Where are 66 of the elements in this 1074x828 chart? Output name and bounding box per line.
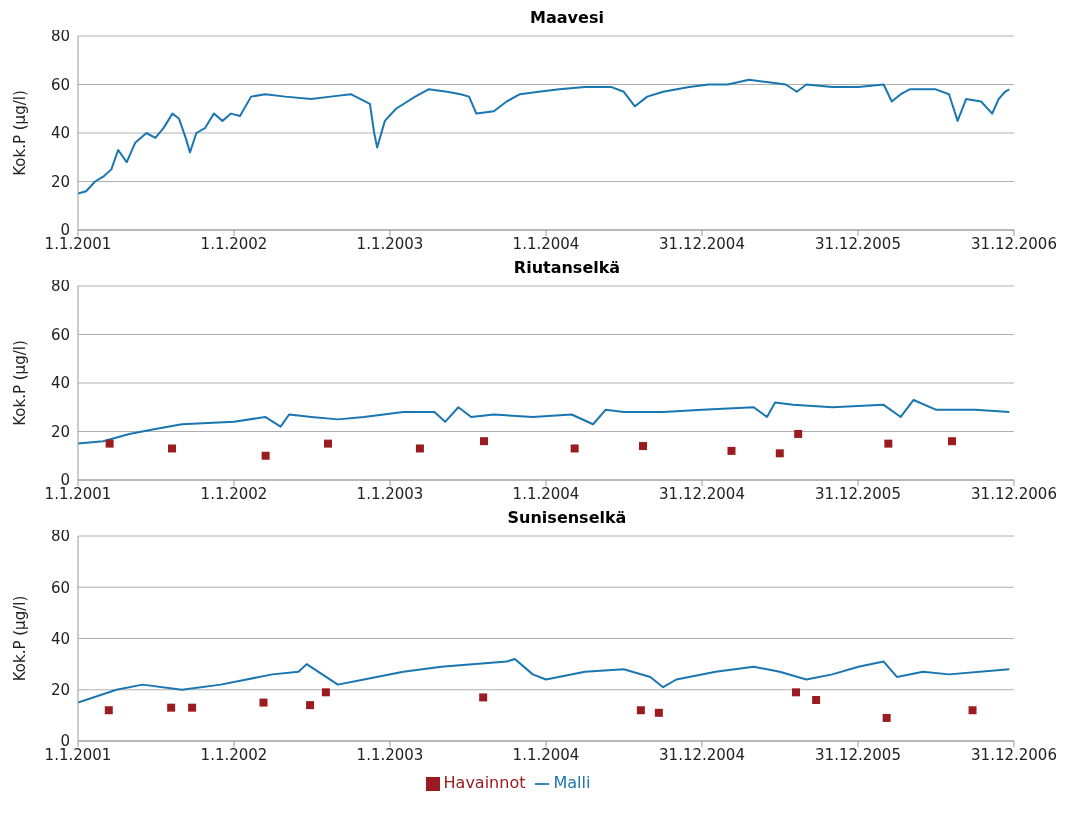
line-series xyxy=(78,658,1011,704)
point xyxy=(104,706,113,715)
x-tick-label: 31.12.2004 xyxy=(659,484,745,503)
x-tick-label: 31.12.2005 xyxy=(815,484,901,503)
point xyxy=(261,451,270,460)
y-tick-label: 80 xyxy=(50,277,70,296)
point xyxy=(415,444,424,453)
x-tick-label: 1.1.2003 xyxy=(356,745,424,764)
point xyxy=(639,442,648,451)
line-series xyxy=(78,78,1011,195)
y-tick-label: 40 xyxy=(50,124,70,143)
y-axis-title: Kok.P (µg/l) xyxy=(11,90,30,176)
y-tick-label: 60 xyxy=(50,325,70,344)
y-tick-label: 40 xyxy=(50,374,70,393)
x-tick-label: 31.12.2006 xyxy=(971,745,1057,764)
point xyxy=(306,701,315,710)
point xyxy=(188,703,197,712)
x-tick-label: 1.1.2004 xyxy=(512,484,580,503)
x-tick-label: 31.12.2004 xyxy=(659,234,745,253)
chart-title: Maavesi xyxy=(530,8,604,27)
x-tick-label: 1.1.2002 xyxy=(200,234,268,253)
y-tick-label: 80 xyxy=(50,27,70,46)
x-tick-label: 1.1.2002 xyxy=(200,745,268,764)
y-tick-label: 60 xyxy=(50,75,70,94)
point xyxy=(882,713,891,722)
point xyxy=(480,437,489,446)
x-tick-label: 1.1.2004 xyxy=(512,234,580,253)
point xyxy=(105,439,114,448)
point xyxy=(792,688,801,697)
x-tick-label: 1.1.2004 xyxy=(512,745,580,764)
point xyxy=(636,706,645,715)
chart-title: Sunisenselkä xyxy=(507,508,627,527)
point xyxy=(167,703,176,712)
point xyxy=(259,698,268,707)
y-tick-label: 40 xyxy=(50,629,70,648)
point xyxy=(570,444,579,453)
legend-label: Malli xyxy=(553,773,591,792)
point xyxy=(948,437,957,446)
y-axis-title: Kok.P (µg/l) xyxy=(11,595,30,682)
point xyxy=(168,444,177,453)
y-tick-label: 80 xyxy=(50,527,70,546)
x-tick-label: 31.12.2005 xyxy=(815,745,901,764)
point xyxy=(884,439,893,448)
y-tick-label: 60 xyxy=(50,578,70,597)
point xyxy=(812,696,821,704)
point xyxy=(775,449,784,458)
x-tick-label: 1.1.2002 xyxy=(200,484,268,503)
y-tick-label: 20 xyxy=(50,681,70,700)
x-tick-label: 31.12.2004 xyxy=(659,745,745,764)
x-tick-label: 1.1.2003 xyxy=(356,234,424,253)
x-tick-label: 31.12.2006 xyxy=(971,234,1057,253)
x-tick-label: 1.1.2003 xyxy=(356,484,424,503)
point xyxy=(968,706,977,715)
point xyxy=(321,688,330,697)
point xyxy=(324,439,333,448)
point xyxy=(794,429,803,438)
legend-label: Havainnot xyxy=(443,773,526,792)
point xyxy=(654,708,663,717)
point xyxy=(479,693,488,702)
y-axis-title: Kok.P (µg/l) xyxy=(11,340,30,426)
y-tick-label: 20 xyxy=(50,172,70,191)
y-tick-label: 20 xyxy=(50,422,70,441)
point xyxy=(727,446,736,455)
x-tick-label: 31.12.2005 xyxy=(815,234,901,253)
chart-title: Riutanselkä xyxy=(513,258,621,277)
x-tick-label: 31.12.2006 xyxy=(971,484,1057,503)
